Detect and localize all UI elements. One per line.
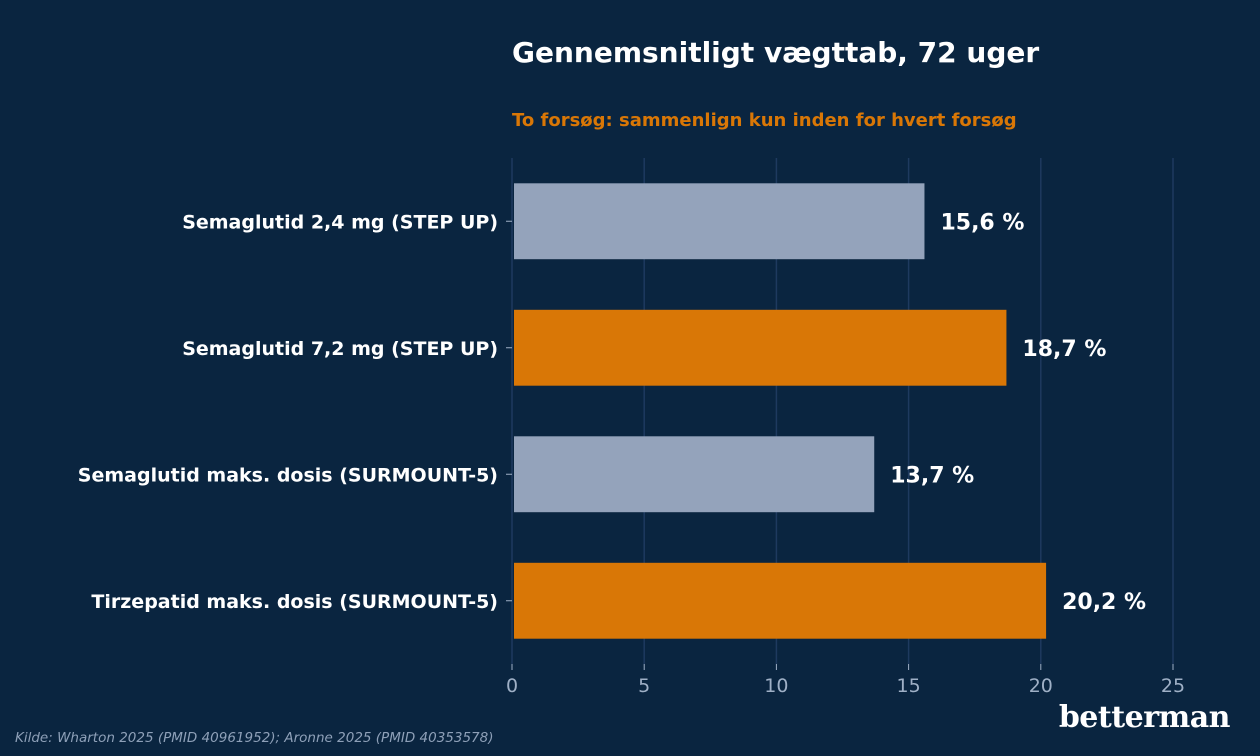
value-label: 13,7 % xyxy=(890,463,974,488)
category-label: Semaglutid 7,2 mg (STEP UP) xyxy=(182,338,498,360)
brand-logo: betterman xyxy=(1058,700,1231,735)
x-tick-label: 0 xyxy=(506,675,518,697)
bar-2 xyxy=(514,309,1007,386)
chart-subtitle: To forsøg: sammenlign kun inden for hver… xyxy=(512,110,1017,131)
x-tick-label: 25 xyxy=(1161,675,1185,697)
category-label: Semaglutid 2,4 mg (STEP UP) xyxy=(182,211,498,233)
bar-4 xyxy=(514,562,1047,639)
bar-3 xyxy=(514,436,875,513)
chart-title: Gennemsnitligt vægttab, 72 uger xyxy=(512,36,1040,69)
category-label: Tirzepatid maks. dosis (SURMOUNT-5) xyxy=(91,591,498,613)
value-label: 20,2 % xyxy=(1062,590,1146,615)
value-label: 18,7 % xyxy=(1022,337,1106,362)
x-tick-label: 5 xyxy=(638,675,650,697)
x-tick-label: 10 xyxy=(764,675,788,697)
value-label: 15,6 % xyxy=(940,210,1024,235)
x-tick-label: 15 xyxy=(897,675,921,697)
bars xyxy=(514,183,1047,639)
category-label: Semaglutid maks. dosis (SURMOUNT-5) xyxy=(78,464,498,486)
source-note: Kilde: Wharton 2025 (PMID 40961952); Aro… xyxy=(15,730,494,746)
labels: 0 5 10 15 20 25 Semaglutid 2,4 mg (STEP UP) 15,… xyxy=(78,210,1185,697)
x-tick-label: 20 xyxy=(1029,675,1053,697)
bar-1 xyxy=(514,183,925,260)
